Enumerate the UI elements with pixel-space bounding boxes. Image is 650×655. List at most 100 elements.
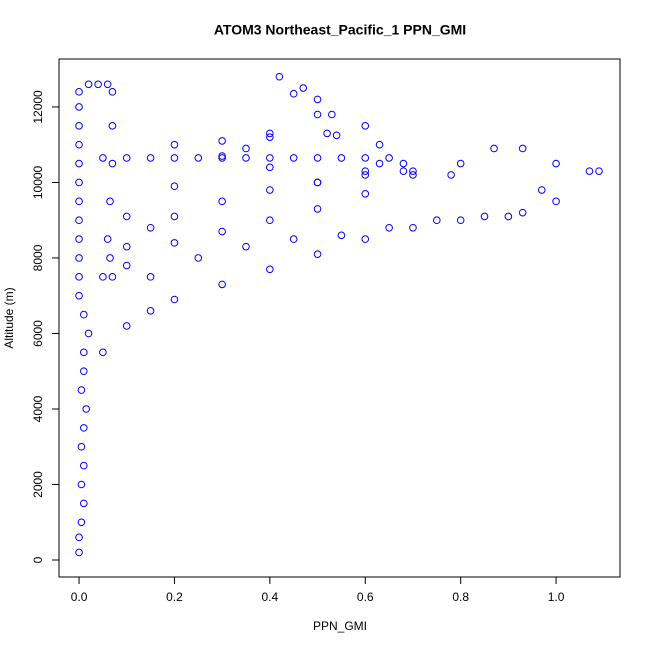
point bbox=[84, 80, 93, 89]
point bbox=[122, 242, 131, 251]
point bbox=[218, 137, 226, 145]
y-tick-label: 8000 bbox=[31, 244, 45, 271]
x-tick-label: 1.0 bbox=[548, 590, 565, 604]
point bbox=[361, 171, 370, 179]
point bbox=[585, 167, 594, 175]
chart-title: ATOM3 Northeast_Pacific_1 PPN_GMI bbox=[214, 22, 466, 38]
point bbox=[266, 154, 274, 162]
point bbox=[99, 348, 107, 357]
point bbox=[375, 140, 384, 149]
point bbox=[399, 167, 408, 175]
point bbox=[552, 197, 560, 206]
point bbox=[77, 386, 86, 394]
y-tick-label: 10000 bbox=[31, 165, 45, 199]
point bbox=[313, 95, 322, 104]
point bbox=[75, 291, 83, 300]
point bbox=[80, 367, 88, 376]
point bbox=[75, 159, 83, 168]
point bbox=[313, 154, 322, 162]
y-tick-label: 4000 bbox=[31, 395, 45, 422]
point bbox=[75, 216, 83, 225]
point bbox=[323, 129, 331, 138]
point bbox=[275, 72, 284, 81]
point bbox=[80, 461, 88, 470]
point bbox=[82, 405, 90, 413]
point bbox=[518, 208, 527, 217]
x-axis-label: PPN_GMI bbox=[313, 619, 367, 633]
point bbox=[266, 265, 274, 274]
point bbox=[122, 261, 131, 270]
point bbox=[75, 103, 83, 111]
x-tick-label: 0.2 bbox=[166, 590, 183, 604]
point bbox=[399, 159, 408, 168]
point bbox=[361, 189, 370, 198]
point bbox=[75, 88, 83, 96]
point bbox=[218, 227, 226, 236]
point bbox=[266, 129, 274, 138]
point bbox=[75, 273, 83, 281]
point bbox=[242, 144, 250, 153]
point bbox=[289, 89, 298, 98]
point bbox=[266, 133, 274, 141]
point bbox=[75, 548, 83, 557]
point bbox=[170, 154, 179, 162]
point bbox=[385, 223, 393, 232]
point bbox=[456, 159, 465, 168]
point bbox=[266, 163, 274, 172]
point bbox=[595, 167, 603, 175]
point bbox=[99, 154, 107, 162]
point bbox=[361, 154, 370, 162]
point bbox=[108, 122, 117, 130]
point bbox=[242, 242, 250, 251]
point bbox=[337, 231, 346, 240]
point bbox=[504, 212, 513, 221]
point bbox=[80, 499, 88, 508]
point bbox=[75, 533, 83, 542]
point bbox=[313, 205, 322, 213]
point bbox=[328, 110, 336, 119]
point bbox=[75, 122, 83, 130]
point bbox=[77, 442, 86, 451]
point bbox=[99, 273, 107, 281]
point bbox=[456, 216, 465, 225]
point bbox=[218, 154, 226, 162]
point bbox=[337, 154, 346, 162]
point bbox=[108, 159, 117, 168]
point bbox=[80, 310, 88, 319]
point bbox=[170, 212, 179, 221]
y-tick-label: 12000 bbox=[31, 90, 45, 124]
point bbox=[289, 154, 298, 162]
point bbox=[170, 182, 179, 191]
point bbox=[409, 171, 417, 179]
point bbox=[361, 167, 370, 175]
point bbox=[299, 84, 308, 92]
point bbox=[266, 216, 274, 225]
point bbox=[75, 140, 83, 149]
point bbox=[361, 235, 370, 243]
point bbox=[361, 122, 370, 130]
point bbox=[218, 280, 226, 289]
point bbox=[75, 178, 83, 187]
point bbox=[332, 131, 341, 140]
point bbox=[106, 254, 114, 262]
point bbox=[385, 154, 393, 162]
point bbox=[75, 254, 83, 262]
x-tick-label: 0.0 bbox=[71, 590, 88, 604]
point bbox=[146, 154, 155, 162]
point bbox=[75, 197, 83, 206]
x-tick-label: 0.8 bbox=[452, 590, 469, 604]
point bbox=[218, 152, 226, 160]
point bbox=[170, 295, 179, 304]
point bbox=[94, 80, 102, 89]
point bbox=[289, 235, 298, 243]
point bbox=[84, 329, 93, 338]
point bbox=[106, 197, 114, 206]
point bbox=[433, 216, 441, 225]
x-tick-label: 0.6 bbox=[357, 590, 374, 604]
point bbox=[122, 212, 131, 221]
point bbox=[490, 144, 498, 153]
point bbox=[518, 144, 527, 153]
point bbox=[146, 223, 155, 232]
